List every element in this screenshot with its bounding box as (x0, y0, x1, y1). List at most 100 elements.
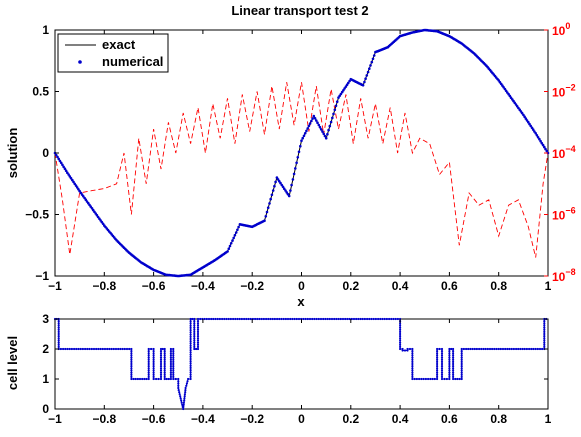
cell-level-point (372, 317, 375, 321)
cell-level-point (193, 330, 196, 333)
numerical-point (335, 100, 339, 103)
cell-level-point (532, 347, 535, 351)
bottom-x-tick-label: −0.8 (92, 412, 116, 426)
numerical-point (237, 225, 240, 229)
numerical-point (545, 149, 549, 153)
cell-level-point (306, 317, 309, 321)
cell-level-point (159, 362, 163, 366)
cell-level-point (504, 347, 507, 351)
cell-level-point (159, 358, 163, 361)
cell-level-point (130, 373, 133, 376)
cell-level-point (448, 352, 451, 355)
cell-level-point (311, 317, 314, 321)
numerical-point (63, 167, 67, 170)
cell-level-point (155, 377, 158, 381)
numerical-point (232, 236, 235, 240)
cell-level-point (392, 317, 395, 321)
cell-level-point (97, 347, 100, 351)
cell-level-point (189, 337, 192, 341)
numerical-point (343, 87, 346, 90)
numerical-point (371, 57, 375, 61)
cell-level-point (152, 377, 155, 381)
numerical-point (311, 117, 314, 120)
numerical-point (297, 150, 301, 154)
cell-level-point (440, 354, 444, 357)
cell-level-point (491, 347, 494, 351)
numerical-point (59, 161, 63, 165)
cell-level-point (169, 360, 172, 363)
cell-level-point (448, 354, 451, 357)
cell-level-point (460, 377, 463, 381)
cell-level-point (147, 367, 150, 370)
numerical-point (326, 132, 329, 136)
numerical-point (372, 54, 376, 57)
cell-level-point (57, 337, 60, 340)
cell-level-point (436, 347, 439, 351)
cell-level-point (368, 317, 371, 321)
cell-level-point (448, 358, 451, 361)
cell-level-point (415, 377, 418, 381)
cell-level-point (493, 347, 496, 351)
cell-level-point (147, 371, 150, 374)
cell-level-point (147, 347, 150, 351)
cell-level-point (172, 360, 175, 363)
numerical-point (290, 183, 293, 187)
cell-level-point (163, 365, 166, 368)
cell-level-point (193, 326, 196, 329)
cell-level-point (147, 362, 150, 366)
cell-level-point (189, 317, 192, 321)
cell-level-point (452, 350, 455, 353)
cell-level-point (177, 380, 180, 383)
cell-level-point (399, 330, 402, 333)
cell-level-point (488, 347, 492, 351)
cell-level-point (538, 347, 542, 351)
numerical-point (347, 81, 350, 85)
cell-level-point (452, 356, 455, 359)
cell-level-point (189, 369, 192, 372)
cell-level-point (383, 317, 386, 321)
cell-level-point (182, 403, 185, 406)
numerical-point (527, 120, 530, 124)
cell-level-point (436, 350, 439, 353)
cell-level-point (308, 317, 312, 321)
cell-level-point (86, 347, 89, 351)
cell-level-point (130, 352, 133, 355)
cell-level-point (88, 347, 91, 351)
cell-level-point (210, 317, 213, 321)
top-x-tick-label: 0.6 (441, 279, 458, 293)
cell-level-point (196, 337, 200, 340)
cell-level-point (178, 393, 181, 396)
cell-level-point (436, 362, 439, 366)
numerical-point (535, 134, 539, 137)
cell-level-point (390, 317, 393, 321)
cell-level-point (108, 347, 111, 351)
cell-level-point (199, 317, 202, 321)
cell-level-point (157, 377, 160, 381)
cell-level-point (189, 371, 192, 374)
cell-level-point (57, 324, 60, 327)
cell-level-point (452, 375, 455, 378)
cell-level-point (169, 352, 172, 355)
cell-level-point (454, 377, 457, 381)
cell-level-point (169, 362, 172, 366)
numerical-point (75, 186, 79, 189)
cell-level-point (460, 354, 463, 357)
cell-level-point (460, 360, 463, 363)
cell-level-point (247, 317, 250, 321)
cell-level-point (265, 317, 268, 321)
cell-level-point (185, 382, 188, 385)
cell-level-point (132, 377, 135, 381)
cell-level-point (541, 347, 544, 351)
cell-level-point (523, 347, 526, 351)
cell-level-point (179, 395, 182, 398)
cell-level-point (411, 350, 414, 353)
cell-level-point (193, 347, 196, 351)
cell-level-point (79, 347, 82, 351)
cell-level-point (184, 391, 187, 394)
bottom-x-tick-label: −0.4 (191, 412, 215, 426)
cell-level-point (420, 377, 423, 381)
cell-level-point (101, 347, 104, 351)
cell-level-point (411, 375, 414, 378)
cell-level-point (189, 322, 192, 325)
cell-level-point (319, 317, 323, 321)
